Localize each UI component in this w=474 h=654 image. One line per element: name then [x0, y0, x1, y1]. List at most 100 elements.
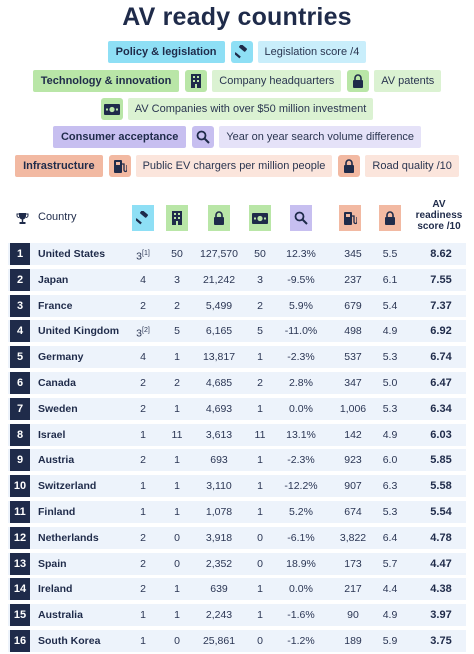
trophy-icon: [12, 205, 32, 231]
readiness-score: 4.38: [430, 583, 452, 596]
legend-label-patents: AV patents: [374, 70, 442, 92]
legend-label-legislation: Legislation score /4: [257, 41, 367, 63]
cell-chargers: 674: [344, 506, 362, 518]
cell-hq: 1: [174, 351, 180, 364]
rank-badge: 5: [10, 346, 30, 369]
cell-companies: 0: [257, 531, 263, 544]
legislation-value: 4: [140, 351, 146, 364]
table-row: 7 Sweden 2 1 4,693 1 0.0% 1,006 5.3 6.34: [8, 397, 466, 420]
country-name: Switzerland: [38, 480, 97, 493]
table-row: 2 Japan 4 3 21,242 3 -9.5% 237 6.1 7.55: [8, 268, 466, 291]
country-column-header: Country: [38, 211, 77, 223]
cell-road: 6.4: [382, 531, 398, 544]
legislation-value: 1: [140, 635, 146, 647]
lock-icon: [338, 155, 361, 177]
cell-hq: 11: [171, 428, 183, 441]
readiness-score: 7.37: [430, 299, 452, 312]
cell-road: 5.3: [382, 506, 398, 518]
rank-badge: 7: [10, 397, 30, 420]
readiness-score: 3.97: [430, 609, 452, 622]
lock-icon: [347, 70, 370, 92]
legend-label-search: Year on year search volume difference: [219, 126, 422, 148]
cell-hq: 5: [174, 325, 180, 338]
cell-road: 4.9: [382, 325, 398, 338]
cell-search: -12.2%: [284, 480, 318, 493]
cell-companies: 1: [257, 402, 263, 415]
legislation-value: 2: [140, 402, 146, 415]
lock-icon: [379, 205, 401, 231]
rank-badge: 6: [10, 372, 30, 394]
legend-row-infrastructure: Infrastructure Public EV chargers per mi…: [0, 154, 474, 178]
cell-legislation: 2: [130, 449, 156, 471]
rank-badge: 1: [10, 243, 30, 265]
legend-row-consumer: Consumer acceptance Year on year search …: [0, 125, 474, 149]
cell-hq: 1: [174, 583, 180, 596]
country-name: France: [38, 299, 73, 312]
table-row: 10 Switzerland 1 1 3,110 1 -12.2% 907 6.3 5.58: [8, 475, 466, 498]
cell-search: 5.2%: [289, 506, 313, 518]
cell-hq: 1: [174, 480, 180, 493]
cell-companies: 1: [257, 583, 263, 596]
rank-badge: 10: [10, 475, 30, 498]
table-row: 13 Spain 2 0 2,352 0 18.9% 173 5.7 4.47: [8, 552, 466, 575]
building-icon: [166, 205, 188, 231]
cell-chargers: 907: [344, 480, 362, 493]
cell-patents: 4,693: [205, 402, 233, 415]
cell-chargers: 537: [344, 351, 362, 364]
table-row: 9 Austria 2 1 693 1 -2.3% 923 6.0 5.85: [8, 449, 466, 472]
cell-patents: 639: [210, 583, 228, 596]
score-column-header: AV readiness score /10: [414, 199, 464, 232]
cell-search: 12.3%: [286, 248, 316, 260]
cell-companies: 3: [257, 273, 263, 286]
legend-item-av-companies: AV Companies with over $50 million inves…: [100, 98, 374, 120]
building-icon: [185, 70, 208, 92]
cell-chargers: 142: [344, 428, 362, 441]
legend-row-investment: AV Companies with over $50 million inves…: [0, 97, 474, 121]
rank-badge: 4: [10, 320, 30, 343]
cell-search: -1.2%: [287, 635, 315, 647]
cell-search: -9.5%: [287, 273, 315, 286]
readiness-score: 4.78: [430, 531, 452, 544]
cell-patents: 6,165: [205, 325, 233, 338]
legislation-value: 2: [140, 531, 146, 544]
rank-badge: 16: [10, 630, 30, 652]
cell-search: 5.9%: [289, 299, 313, 312]
score-header-line: readiness: [415, 210, 463, 221]
table-row: 12 Netherlands 2 0 3,918 0 -6.1% 3,822 6.4 4.78: [8, 526, 466, 549]
cell-hq: 0: [174, 557, 180, 570]
cell-chargers: 1,006: [339, 402, 367, 415]
cell-companies: 1: [257, 454, 263, 467]
legend-label-company-hq: Company headquarters: [212, 70, 342, 92]
cell-chargers: 3,822: [339, 531, 367, 544]
cell-companies: 2: [257, 377, 263, 389]
legend-item-patents: AV patents: [347, 70, 442, 92]
cell-road: 5.0: [382, 377, 398, 389]
cell-road: 5.3: [382, 351, 398, 364]
cell-road: 6.0: [382, 454, 398, 467]
legend-category-technology: Technology & innovation: [32, 70, 180, 92]
readiness-score: 6.34: [430, 402, 452, 415]
cell-road: 6.1: [382, 273, 398, 286]
legend-item-legislation: Legislation score /4: [230, 41, 367, 63]
cell-hq: 1: [174, 609, 180, 622]
readiness-score: 5.58: [430, 480, 452, 493]
country-name: United Kingdom: [38, 325, 120, 338]
cell-companies: 1: [257, 480, 263, 493]
cell-legislation: 1: [130, 475, 156, 497]
country-name: Sweden: [38, 402, 78, 415]
cell-companies: 11: [254, 428, 266, 441]
legend-item-company-hq: Company headquarters: [185, 70, 342, 92]
cell-companies: 2: [257, 299, 263, 312]
readiness-score: 8.62: [430, 248, 452, 260]
cell-search: 0.0%: [289, 583, 313, 596]
cell-companies: 0: [257, 557, 263, 570]
rank-badge: 9: [10, 449, 30, 472]
cell-companies: 50: [254, 248, 266, 260]
rank-badge: 12: [10, 526, 30, 549]
cell-road: 4.9: [382, 609, 398, 622]
country-name: Israel: [38, 428, 66, 441]
cell-legislation: 1: [130, 604, 156, 626]
table-row: 15 Australia 1 1 2,243 1 -1.6% 90 4.9 3.97: [8, 604, 466, 627]
ev-charger-icon: [108, 155, 131, 177]
cell-search: 18.9%: [286, 557, 316, 570]
